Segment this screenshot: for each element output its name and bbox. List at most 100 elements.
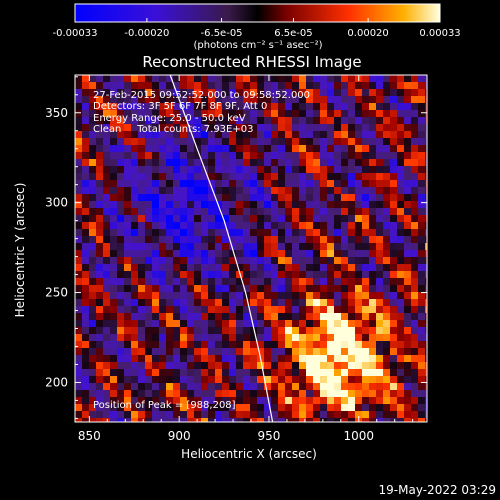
heatmap-cell: [159, 180, 166, 187]
heatmap-cell: [222, 96, 229, 103]
heatmap-cell: [194, 208, 201, 215]
heatmap-cell: [383, 145, 390, 152]
heatmap-cell: [250, 229, 257, 236]
heatmap-cell: [138, 180, 145, 187]
heatmap-cell: [285, 257, 292, 264]
heatmap-cell: [320, 285, 327, 292]
heatmap-cell: [278, 334, 285, 341]
heatmap-cell: [278, 355, 285, 362]
heatmap-cell: [117, 117, 124, 124]
heatmap-cell: [138, 89, 145, 96]
heatmap-cell: [264, 341, 271, 348]
heatmap-cell: [180, 306, 187, 313]
heatmap-cell: [201, 278, 208, 285]
heatmap-cell: [362, 201, 369, 208]
heatmap-cell: [243, 390, 250, 397]
heatmap-cell: [75, 96, 82, 103]
heatmap-cell: [306, 313, 313, 320]
heatmap-cell: [180, 180, 187, 187]
heatmap-cell: [103, 117, 110, 124]
heatmap-cell: [229, 166, 236, 173]
heatmap-cell: [236, 271, 243, 278]
heatmap-cell: [397, 110, 404, 117]
heatmap-cell: [292, 369, 299, 376]
heatmap-cell: [320, 376, 327, 383]
heatmap-cell: [299, 194, 306, 201]
heatmap-cell: [173, 264, 180, 271]
heatmap-cell: [82, 257, 89, 264]
heatmap-cell: [110, 306, 117, 313]
heatmap-cell: [348, 75, 355, 82]
heatmap-cell: [159, 341, 166, 348]
heatmap-cell: [362, 180, 369, 187]
heatmap-cell: [110, 390, 117, 397]
heatmap-cell: [411, 145, 418, 152]
heatmap-cell: [82, 390, 89, 397]
heatmap-cell: [390, 243, 397, 250]
heatmap-cell: [201, 320, 208, 327]
heatmap-cell: [201, 292, 208, 299]
heatmap-cell: [110, 173, 117, 180]
heatmap-cell: [131, 229, 138, 236]
heatmap-cell: [404, 355, 411, 362]
heatmap-cell: [194, 411, 201, 418]
heatmap-cell: [103, 152, 110, 159]
heatmap-cell: [138, 187, 145, 194]
heatmap-cell: [96, 229, 103, 236]
heatmap-cell: [173, 152, 180, 159]
heatmap-cell: [208, 222, 215, 229]
heatmap-cell: [264, 306, 271, 313]
heatmap-cell: [341, 229, 348, 236]
heatmap-cell: [313, 411, 320, 418]
heatmap-cell: [215, 257, 222, 264]
heatmap-cell: [418, 152, 425, 159]
heatmap-cell: [271, 124, 278, 131]
heatmap-cell: [222, 418, 229, 422]
heatmap-cell: [404, 418, 411, 422]
heatmap-cell: [285, 306, 292, 313]
heatmap-cell: [271, 159, 278, 166]
heatmap-cell: [376, 271, 383, 278]
heatmap-cell: [236, 194, 243, 201]
heatmap-cell: [180, 383, 187, 390]
heatmap-cell: [320, 236, 327, 243]
heatmap-cell: [341, 320, 348, 327]
heatmap-cell: [334, 418, 341, 422]
heatmap-cell: [145, 103, 152, 110]
heatmap-cell: [124, 243, 131, 250]
heatmap-cell: [82, 75, 89, 82]
heatmap-cell: [362, 299, 369, 306]
heatmap-cell: [278, 117, 285, 124]
heatmap-cell: [138, 110, 145, 117]
heatmap-cell: [397, 96, 404, 103]
heatmap-cell: [313, 159, 320, 166]
heatmap-cell: [313, 173, 320, 180]
heatmap-cell: [418, 236, 425, 243]
heatmap-cell: [355, 222, 362, 229]
heatmap-cell: [222, 229, 229, 236]
heatmap-cell: [383, 201, 390, 208]
heatmap-cell: [215, 397, 222, 404]
heatmap-cell: [334, 194, 341, 201]
heatmap-cell: [208, 355, 215, 362]
heatmap-cell: [299, 222, 306, 229]
heatmap-cell: [411, 229, 418, 236]
heatmap-cell: [425, 348, 427, 355]
heatmap-cell: [222, 306, 229, 313]
heatmap-cell: [215, 138, 222, 145]
heatmap-cell: [117, 348, 124, 355]
heatmap-cell: [257, 215, 264, 222]
heatmap-cell: [411, 369, 418, 376]
heatmap-cell: [110, 236, 117, 243]
heatmap-cell: [159, 327, 166, 334]
heatmap-cell: [166, 418, 173, 422]
heatmap-cell: [306, 299, 313, 306]
heatmap-cell: [138, 201, 145, 208]
heatmap-cell: [96, 376, 103, 383]
heatmap-cell: [110, 215, 117, 222]
heatmap-cell: [152, 355, 159, 362]
heatmap-cell: [411, 117, 418, 124]
heatmap-cell: [229, 180, 236, 187]
heatmap-cell: [124, 131, 131, 138]
heatmap-cell: [264, 264, 271, 271]
